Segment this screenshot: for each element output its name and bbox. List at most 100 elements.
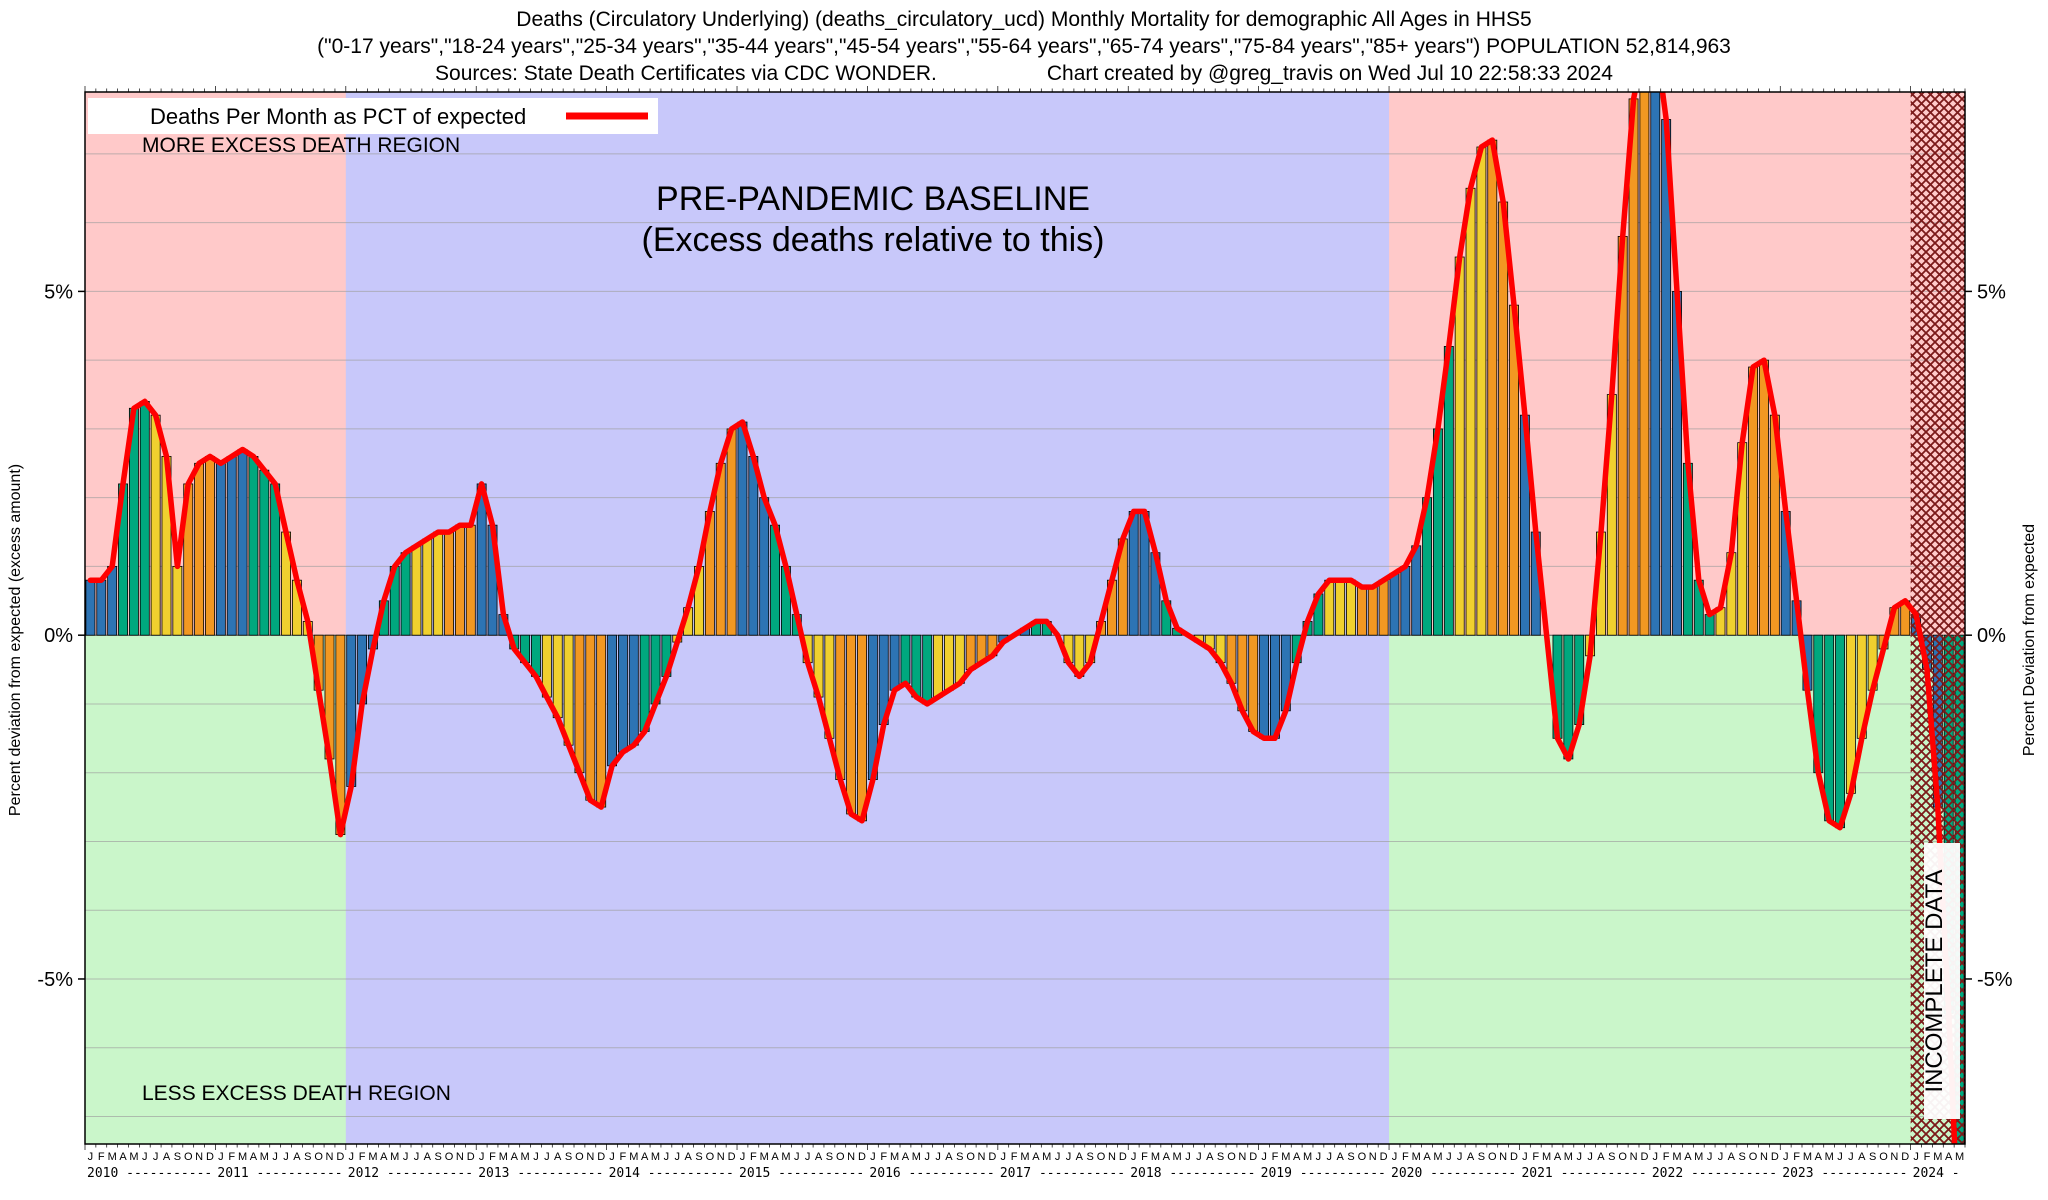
svg-text:J: J xyxy=(479,1151,485,1163)
svg-text:J: J xyxy=(1576,1151,1582,1163)
svg-text:A: A xyxy=(1597,1151,1605,1163)
month-bar xyxy=(259,469,270,636)
month-bar xyxy=(1248,634,1259,732)
y-axis-title-left: Percent deviation from expected (excess … xyxy=(7,464,24,816)
incomplete-label-bg xyxy=(1924,843,1960,1119)
month-bar xyxy=(1400,566,1411,636)
svg-text:O: O xyxy=(445,1151,454,1163)
svg-text:A: A xyxy=(1467,1151,1475,1163)
svg-text:S: S xyxy=(1608,1151,1615,1163)
svg-text:D: D xyxy=(467,1151,475,1163)
month-bar xyxy=(172,566,183,636)
month-bar xyxy=(237,449,248,636)
svg-text:J: J xyxy=(1913,1151,1919,1163)
month-bar xyxy=(726,428,737,636)
svg-text:O: O xyxy=(1358,1151,1367,1163)
baseline-annotation-line2: (Excess deaths relative to this) xyxy=(642,221,1105,259)
svg-text:M: M xyxy=(1303,1151,1312,1163)
svg-text:A: A xyxy=(119,1151,127,1163)
month-bar xyxy=(748,456,759,636)
svg-text:M: M xyxy=(260,1151,269,1163)
month-bar xyxy=(433,531,444,636)
month-bar xyxy=(857,634,867,822)
svg-text:A: A xyxy=(902,1151,910,1163)
y-tick-label-left: -5% xyxy=(37,969,73,991)
svg-text:J: J xyxy=(1185,1151,1191,1163)
year-label: 2013 ----------- xyxy=(478,1166,603,1181)
month-bar xyxy=(454,524,465,636)
y-tick-label-right: -5% xyxy=(1977,969,2013,991)
plot-border xyxy=(84,91,1966,1145)
svg-text:A: A xyxy=(1554,1151,1562,1163)
svg-text:D: D xyxy=(1771,1151,1779,1163)
svg-text:J: J xyxy=(88,1151,94,1163)
svg-text:J: J xyxy=(1718,1151,1724,1163)
month-bar xyxy=(215,462,226,636)
svg-text:J: J xyxy=(1653,1151,1659,1163)
svg-text:M: M xyxy=(368,1151,377,1163)
svg-text:M: M xyxy=(1042,1151,1051,1163)
svg-text:A: A xyxy=(1858,1151,1866,1163)
month-bar xyxy=(900,634,911,684)
month-bar xyxy=(248,456,259,636)
svg-text:J: J xyxy=(1848,1151,1854,1163)
svg-text:A: A xyxy=(554,1151,562,1163)
month-bar xyxy=(1389,572,1400,636)
month-bar xyxy=(585,634,596,801)
month-bar xyxy=(1824,634,1835,822)
month-bar xyxy=(1498,201,1509,636)
svg-text:J: J xyxy=(533,1151,539,1163)
month-bar xyxy=(1476,146,1487,636)
svg-text:A: A xyxy=(424,1151,432,1163)
y-axis-title-right: Percent Deviation from expected xyxy=(2021,524,2038,756)
svg-text:F: F xyxy=(1663,1151,1670,1163)
svg-text:M: M xyxy=(1955,1151,1964,1163)
svg-text:A: A xyxy=(1032,1151,1040,1163)
less-excess-label: LESS EXCESS DEATH REGION xyxy=(142,1082,451,1105)
svg-text:A: A xyxy=(1336,1151,1344,1163)
svg-text:O: O xyxy=(575,1151,584,1163)
svg-text:M: M xyxy=(499,1151,508,1163)
svg-text:A: A xyxy=(1815,1151,1823,1163)
year-label: 2014 ----------- xyxy=(609,1166,734,1181)
year-label: 2020 ----------- xyxy=(1391,1166,1516,1181)
svg-text:M: M xyxy=(651,1151,660,1163)
svg-text:A: A xyxy=(641,1151,649,1163)
year-label: 2019 ----------- xyxy=(1261,1166,1386,1181)
y-tick-label-left: 0% xyxy=(44,625,73,647)
month-bar xyxy=(400,552,411,636)
excess-pct-line xyxy=(87,92,1958,1144)
year-label: 2023 ----------- xyxy=(1782,1166,1907,1181)
svg-text:J: J xyxy=(403,1151,409,1163)
legend-label: Deaths Per Month as PCT of expected xyxy=(150,104,526,129)
month-bar xyxy=(1650,92,1661,636)
svg-text:S: S xyxy=(174,1151,181,1163)
month-bar xyxy=(737,421,748,636)
svg-text:J: J xyxy=(924,1151,930,1163)
svg-text:N: N xyxy=(326,1151,334,1163)
svg-text:N: N xyxy=(1369,1151,1377,1163)
svg-text:J: J xyxy=(1707,1151,1713,1163)
svg-text:F: F xyxy=(98,1151,105,1163)
svg-text:D: D xyxy=(1640,1151,1648,1163)
month-bar xyxy=(574,634,585,774)
year-label: 2022 ----------- xyxy=(1652,1166,1777,1181)
svg-text:D: D xyxy=(988,1151,996,1163)
svg-text:A: A xyxy=(815,1151,823,1163)
year-label: 2011 ----------- xyxy=(217,1166,342,1181)
svg-text:M: M xyxy=(521,1151,530,1163)
svg-text:O: O xyxy=(1097,1151,1106,1163)
svg-text:A: A xyxy=(1728,1151,1736,1163)
svg-text:M: M xyxy=(1020,1151,1029,1163)
svg-text:A: A xyxy=(1076,1151,1084,1163)
svg-text:F: F xyxy=(1011,1151,1018,1163)
svg-text:J: J xyxy=(142,1151,148,1163)
svg-text:O: O xyxy=(1488,1151,1497,1163)
year-label: 2018 ----------- xyxy=(1130,1166,1255,1181)
svg-text:O: O xyxy=(1618,1151,1627,1163)
monthly-bars xyxy=(85,92,1965,1144)
svg-text:D: D xyxy=(206,1151,214,1163)
svg-text:S: S xyxy=(826,1151,833,1163)
svg-text:J: J xyxy=(1196,1151,1202,1163)
svg-text:M: M xyxy=(1173,1151,1182,1163)
